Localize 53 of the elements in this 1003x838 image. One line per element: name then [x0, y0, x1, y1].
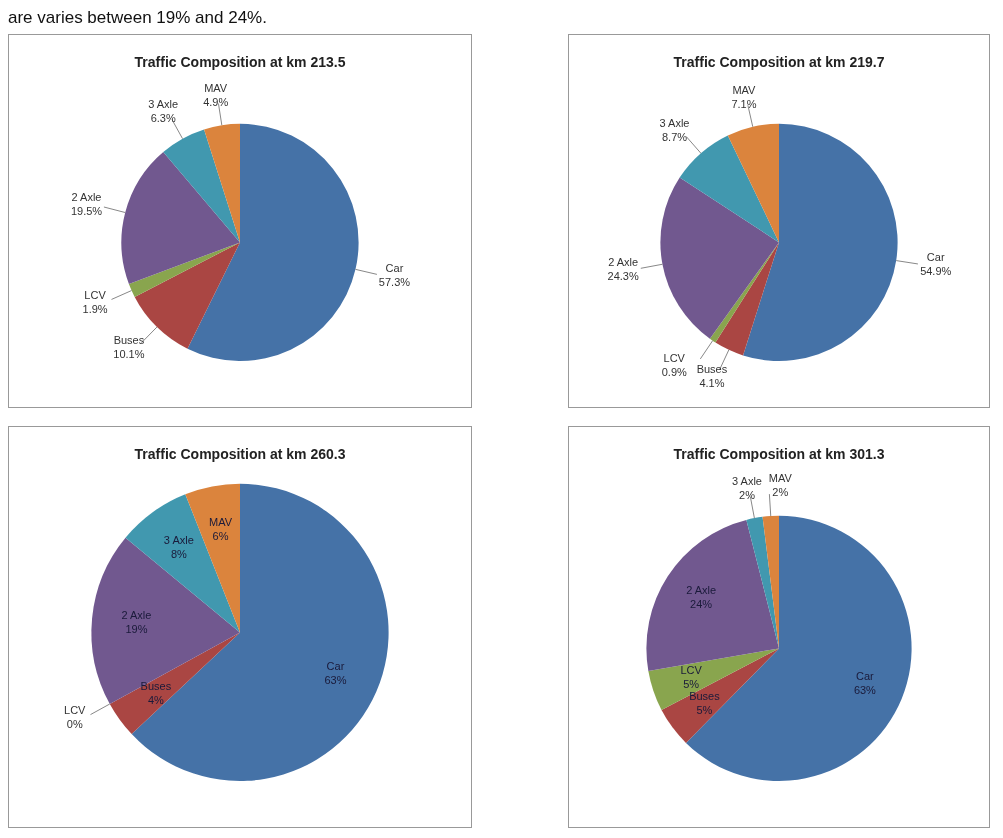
data-label: 2%	[739, 488, 756, 501]
slice-label: MAV	[208, 516, 233, 529]
text: 0%	[66, 718, 83, 731]
slice-label: Car	[385, 262, 404, 275]
slice-label: Car	[326, 659, 345, 672]
slice-label: MAV	[204, 81, 228, 94]
legend-label: LCV	[64, 704, 87, 717]
data-label: 10.1%	[113, 348, 145, 361]
slice-label: 3 Axle	[163, 534, 194, 547]
data-label: 8%	[170, 548, 188, 561]
slice-label: LCV	[663, 351, 686, 364]
slice-label: Car	[856, 669, 875, 682]
data-label: 4%	[147, 693, 165, 706]
data-label: 4.1%	[699, 377, 725, 390]
data-label: 0.9%	[661, 365, 688, 378]
slice-label: 2 Axle	[71, 191, 102, 204]
slice-label: 3 Axle	[659, 116, 690, 129]
data-label: 24.3%	[607, 269, 639, 282]
slice-label: 2 Axle	[608, 255, 639, 268]
text: are varies between 19% and 24%.	[8, 8, 267, 28]
data-label: 2%	[772, 486, 789, 499]
data-label: 5%	[696, 703, 713, 716]
data-label: 6.3%	[150, 112, 176, 125]
data-label: 6%	[212, 530, 229, 543]
data-label: 7.1%	[731, 97, 757, 110]
data-label: 57.3%	[378, 276, 411, 289]
data-label: 4.9%	[203, 95, 229, 108]
slice-label: LCV	[680, 664, 703, 677]
data-label: 8.7%	[661, 130, 688, 143]
slice-label: 2 Axle	[686, 583, 717, 596]
data-label: 63%	[853, 683, 877, 696]
slice-label: Buses	[140, 679, 172, 692]
slice-label: Car	[926, 251, 945, 264]
data-label: 63%	[324, 673, 347, 686]
slice-label: 2 Axle	[121, 608, 152, 621]
data-label: 19%	[125, 622, 148, 635]
data-label: 19.5%	[70, 205, 103, 218]
chart-title: Traffic Composition at km 260.3	[134, 446, 346, 463]
slice-label: 3 Axle	[148, 98, 179, 111]
data-label: 1.9%	[82, 302, 108, 315]
chart-title: Traffic Composition at km 219.7	[673, 54, 885, 71]
data-label: 5%	[683, 678, 700, 691]
data-label: 24%	[690, 597, 713, 610]
slice-label: MAV	[732, 83, 757, 96]
slice-label: 3 Axle	[731, 474, 762, 487]
slice-label: MAV	[768, 472, 793, 485]
slice-label: Buses	[689, 689, 721, 702]
slice-label: Buses	[696, 363, 728, 376]
chart-title: Traffic Composition at km 301.3	[673, 446, 885, 463]
slice-label: LCV	[84, 288, 107, 301]
chart-title: Traffic Composition at km 213.5	[134, 54, 346, 71]
slice-label: Buses	[113, 334, 145, 347]
data-label: 54.9%	[920, 265, 952, 278]
